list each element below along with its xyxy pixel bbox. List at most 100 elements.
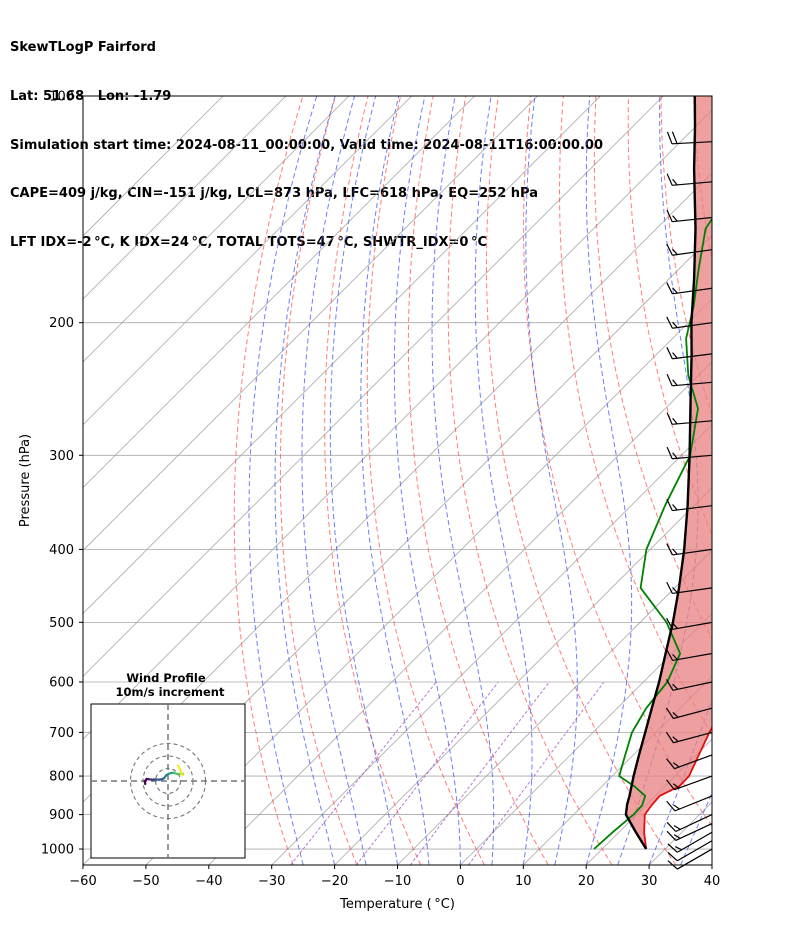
moist-adiabat xyxy=(431,96,495,865)
barb-feather xyxy=(672,736,679,742)
valid-time: Simulation start time: 2024-08-11_00:00:… xyxy=(10,137,603,153)
barb-feather xyxy=(672,321,678,328)
wind-barb xyxy=(666,209,713,223)
wind-barb xyxy=(666,243,713,256)
wind-barb xyxy=(666,316,713,329)
barb-feather xyxy=(672,548,678,555)
isotherm-line xyxy=(775,96,794,865)
barb-feather xyxy=(672,417,678,425)
isotherm-line xyxy=(83,109,712,740)
wind-barb xyxy=(666,754,713,770)
x-tick-label: −20 xyxy=(321,874,348,889)
barb-feather xyxy=(672,248,678,255)
barb-staff xyxy=(674,754,713,770)
wind-barb xyxy=(666,412,713,425)
barb-feather xyxy=(667,851,678,862)
barb-feather xyxy=(667,843,678,853)
barb-feather xyxy=(672,586,678,594)
axes: −60 −50 −40 −30 −20 −10 0 10 20 30 40 100 200 300 400 5… xyxy=(41,90,720,890)
barb-feather xyxy=(666,173,673,186)
isotherm-line xyxy=(271,424,712,865)
barb-feather xyxy=(672,215,678,222)
moist-adiabat xyxy=(248,96,318,865)
barb-feather xyxy=(672,762,680,768)
moist-adiabat xyxy=(329,96,398,865)
y-tick-label: 900 xyxy=(49,808,74,823)
barb-feather xyxy=(672,379,678,386)
mixing-ratio-line xyxy=(290,682,437,865)
cape-cin-shading xyxy=(626,96,712,849)
stability-indices: LFT IDX=-2 °C, K IDX=24 °C, TOTAL TOTS=4… xyxy=(10,234,488,250)
barb-feather xyxy=(672,504,678,511)
temperature-line xyxy=(643,725,712,850)
mixing-ratio-line xyxy=(355,682,499,865)
barb-staff xyxy=(672,454,713,460)
y-tick-label: 600 xyxy=(49,675,74,690)
barb-feather xyxy=(665,679,674,691)
barb-feather xyxy=(672,683,679,690)
hodograph-plot xyxy=(91,704,245,858)
moist-adiabat xyxy=(301,96,367,865)
dry-adiabat xyxy=(486,96,677,865)
mixing-ratio-line xyxy=(410,682,550,865)
moist-adiabat xyxy=(680,791,712,865)
barb-feather xyxy=(666,779,675,791)
barb-feather xyxy=(666,498,673,511)
barb-feather xyxy=(672,178,678,186)
moist-adiabat xyxy=(474,96,533,865)
x-tick-label: −30 xyxy=(258,874,285,889)
barb-staff xyxy=(672,381,713,387)
wind-barb xyxy=(667,831,713,853)
barb-feather xyxy=(672,712,679,718)
wind-barb xyxy=(666,795,713,812)
wind-barb xyxy=(666,498,713,512)
barb-feather xyxy=(666,412,673,425)
barb-feather xyxy=(666,758,675,770)
barb-staff xyxy=(672,141,713,145)
hodograph-title: Wind Profile xyxy=(126,671,206,685)
barb-staff xyxy=(672,353,713,360)
dry-adiabat xyxy=(759,96,794,865)
barb-feather xyxy=(674,846,682,851)
isotherm-line xyxy=(711,864,712,865)
dry-adiabat xyxy=(447,96,613,865)
isotherm-line xyxy=(460,612,712,865)
wind-barb xyxy=(666,814,713,833)
barb-feather xyxy=(665,731,674,744)
y-tick-label: 100 xyxy=(49,90,74,105)
isotherm-line xyxy=(83,96,664,677)
isotherm-line xyxy=(397,549,712,865)
dry-adiabat xyxy=(407,96,549,865)
barb-feather xyxy=(666,581,673,594)
dry-adiabat xyxy=(593,96,712,640)
barb-staff xyxy=(675,814,713,833)
wind-barb xyxy=(666,543,713,556)
wind-barbs xyxy=(665,131,713,870)
y-tick-label: 400 xyxy=(49,543,74,558)
parcel-parameters: CAPE=409 j/kg, CIN=-151 j/kg, LCL=873 hP… xyxy=(10,186,538,202)
x-tick-label: 0 xyxy=(456,874,464,889)
barb-feather xyxy=(673,825,681,830)
barb-feather xyxy=(672,653,678,661)
moist-adiabat xyxy=(360,96,430,865)
moist-adiabat xyxy=(648,698,712,865)
moist-adiabat xyxy=(393,96,461,865)
barb-staff xyxy=(672,216,713,223)
barb-staff xyxy=(677,840,713,862)
barb-staff xyxy=(672,322,713,329)
isotherm-line xyxy=(83,96,224,237)
hodograph-trace xyxy=(178,767,184,777)
moist-adiabat xyxy=(711,863,712,865)
wind-barb xyxy=(666,649,713,662)
barb-feather xyxy=(666,316,673,329)
barb-feather xyxy=(666,830,677,841)
dry-adiabat xyxy=(558,96,712,737)
barb-staff xyxy=(672,287,713,295)
moist-adiabat xyxy=(274,96,336,865)
hodograph-trace xyxy=(176,764,181,770)
mixing-ratio-line xyxy=(468,682,605,865)
isotherm-line xyxy=(83,96,475,489)
barb-feather xyxy=(672,452,678,459)
barb-feather xyxy=(666,347,673,359)
